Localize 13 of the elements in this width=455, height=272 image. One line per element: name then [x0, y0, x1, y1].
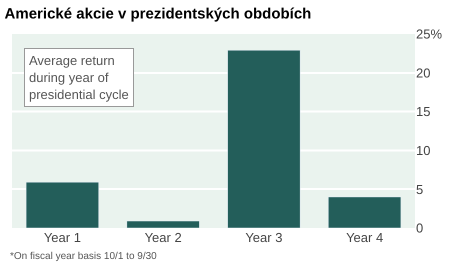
- chart-title: Americké akcie v prezidentských obdobích: [4, 6, 312, 23]
- y-tick-label: 0: [416, 220, 424, 236]
- y-tick-label: 5: [416, 182, 424, 197]
- annotation: Average return during year of presidential cycle: [29, 53, 129, 102]
- x-tick-label: Year 3: [245, 230, 282, 245]
- text: *On fiscal year basis 10/1 to 9/30: [10, 251, 158, 262]
- y-tick-label: 10: [416, 142, 430, 158]
- x-tick-label: Year 4: [346, 230, 384, 245]
- x-tick-label: Year 2: [144, 230, 182, 245]
- y-tick-label: 15: [416, 104, 430, 120]
- y-tick-label: 25%: [416, 26, 442, 42]
- y-tick-label: 20: [416, 65, 430, 80]
- x-tick-label: Year 1: [44, 230, 81, 245]
